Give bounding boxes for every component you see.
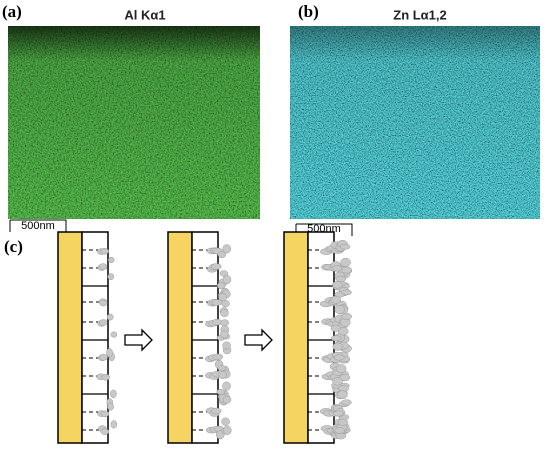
particle bbox=[331, 335, 342, 342]
particle bbox=[100, 410, 110, 418]
map-shade bbox=[8, 26, 260, 219]
particle bbox=[211, 263, 222, 270]
particle bbox=[333, 354, 345, 361]
particle bbox=[222, 244, 232, 254]
particle bbox=[217, 282, 226, 290]
substrate bbox=[167, 231, 193, 444]
particle bbox=[334, 427, 346, 434]
particle bbox=[334, 305, 345, 315]
particle bbox=[101, 373, 110, 381]
particle bbox=[220, 309, 229, 317]
scale-bar-label: 500nm bbox=[21, 220, 55, 232]
particle bbox=[217, 365, 227, 372]
particle bbox=[100, 248, 109, 255]
particle bbox=[337, 390, 348, 400]
particle bbox=[107, 402, 114, 411]
particle bbox=[339, 373, 351, 382]
particle bbox=[110, 331, 118, 338]
particle bbox=[337, 418, 349, 426]
particle bbox=[330, 295, 341, 304]
particle bbox=[220, 319, 229, 327]
particle bbox=[335, 364, 347, 374]
particle bbox=[339, 243, 351, 250]
schematic bbox=[57, 231, 353, 444]
panel-title: Zn Lα1,2 bbox=[393, 7, 447, 22]
particle bbox=[341, 266, 353, 274]
particle bbox=[217, 251, 227, 259]
particle bbox=[222, 395, 232, 404]
particle bbox=[100, 428, 110, 435]
particle bbox=[332, 377, 343, 386]
particle bbox=[106, 348, 113, 358]
particle bbox=[99, 354, 108, 361]
particle bbox=[211, 318, 223, 326]
particle bbox=[341, 312, 352, 321]
particle bbox=[341, 289, 352, 296]
substrate bbox=[57, 231, 83, 444]
particle bbox=[338, 327, 349, 336]
panel-label: (a) bbox=[2, 2, 22, 21]
particle bbox=[212, 353, 224, 361]
particle bbox=[341, 399, 352, 406]
scale-bar bbox=[9, 219, 67, 232]
particle bbox=[108, 256, 115, 263]
particle bbox=[218, 370, 227, 379]
particle bbox=[110, 389, 117, 399]
particle bbox=[216, 388, 226, 395]
map-shade bbox=[290, 26, 540, 219]
particle bbox=[332, 281, 343, 289]
particle bbox=[340, 257, 351, 268]
particle bbox=[222, 274, 232, 285]
particle bbox=[221, 300, 230, 308]
particle bbox=[222, 341, 231, 350]
arrow bbox=[124, 328, 273, 352]
particle bbox=[210, 407, 222, 415]
particle bbox=[98, 263, 108, 270]
particle bbox=[106, 313, 114, 321]
particle bbox=[99, 319, 108, 326]
particle bbox=[221, 417, 230, 426]
particle bbox=[218, 292, 227, 302]
substrate bbox=[283, 231, 309, 444]
particle bbox=[335, 432, 347, 440]
particle bbox=[331, 265, 343, 272]
particle bbox=[110, 420, 118, 429]
particle bbox=[107, 273, 115, 281]
particle bbox=[222, 381, 231, 391]
particle bbox=[219, 270, 229, 277]
particle bbox=[333, 410, 344, 417]
particle bbox=[223, 425, 232, 435]
particle bbox=[220, 330, 229, 339]
particle bbox=[332, 342, 344, 351]
panel-label: (c) bbox=[4, 237, 23, 256]
panel-label: (b) bbox=[298, 2, 319, 21]
particle bbox=[99, 299, 108, 307]
panel-title: Al Kα1 bbox=[124, 7, 165, 22]
particle bbox=[335, 275, 347, 283]
